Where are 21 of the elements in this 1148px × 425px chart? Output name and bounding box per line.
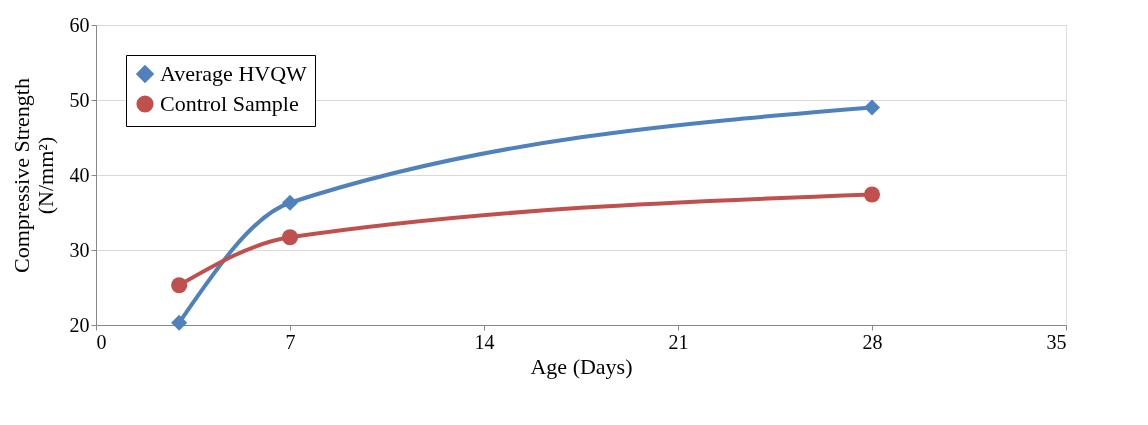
y-tick-label: 20 <box>69 313 90 336</box>
x-axis-title: Age (Days) <box>530 353 633 379</box>
point <box>863 186 881 203</box>
x-tick-label: 28 <box>862 330 883 353</box>
y-axis-title: Compressive Strength (N/mm²) <box>8 78 58 273</box>
point <box>281 194 299 211</box>
legend-label: Average HVQW <box>160 61 308 86</box>
y-tick-label: 60 <box>69 13 90 36</box>
x-tick-label: 0 <box>96 330 107 353</box>
point <box>171 277 188 294</box>
legend-label: Control Sample <box>160 91 299 116</box>
y-tick-label: 40 <box>69 163 90 186</box>
x-tick-label: 14 <box>474 330 495 353</box>
y-tick-label: 30 <box>69 238 90 261</box>
point <box>171 314 188 331</box>
x-tick-label: 35 <box>1046 330 1067 353</box>
x-tick-label: 7 <box>285 330 296 353</box>
point <box>863 99 881 116</box>
x-tick-label: 21 <box>668 330 689 353</box>
point <box>281 229 299 246</box>
y-tick-label: 50 <box>69 88 90 111</box>
